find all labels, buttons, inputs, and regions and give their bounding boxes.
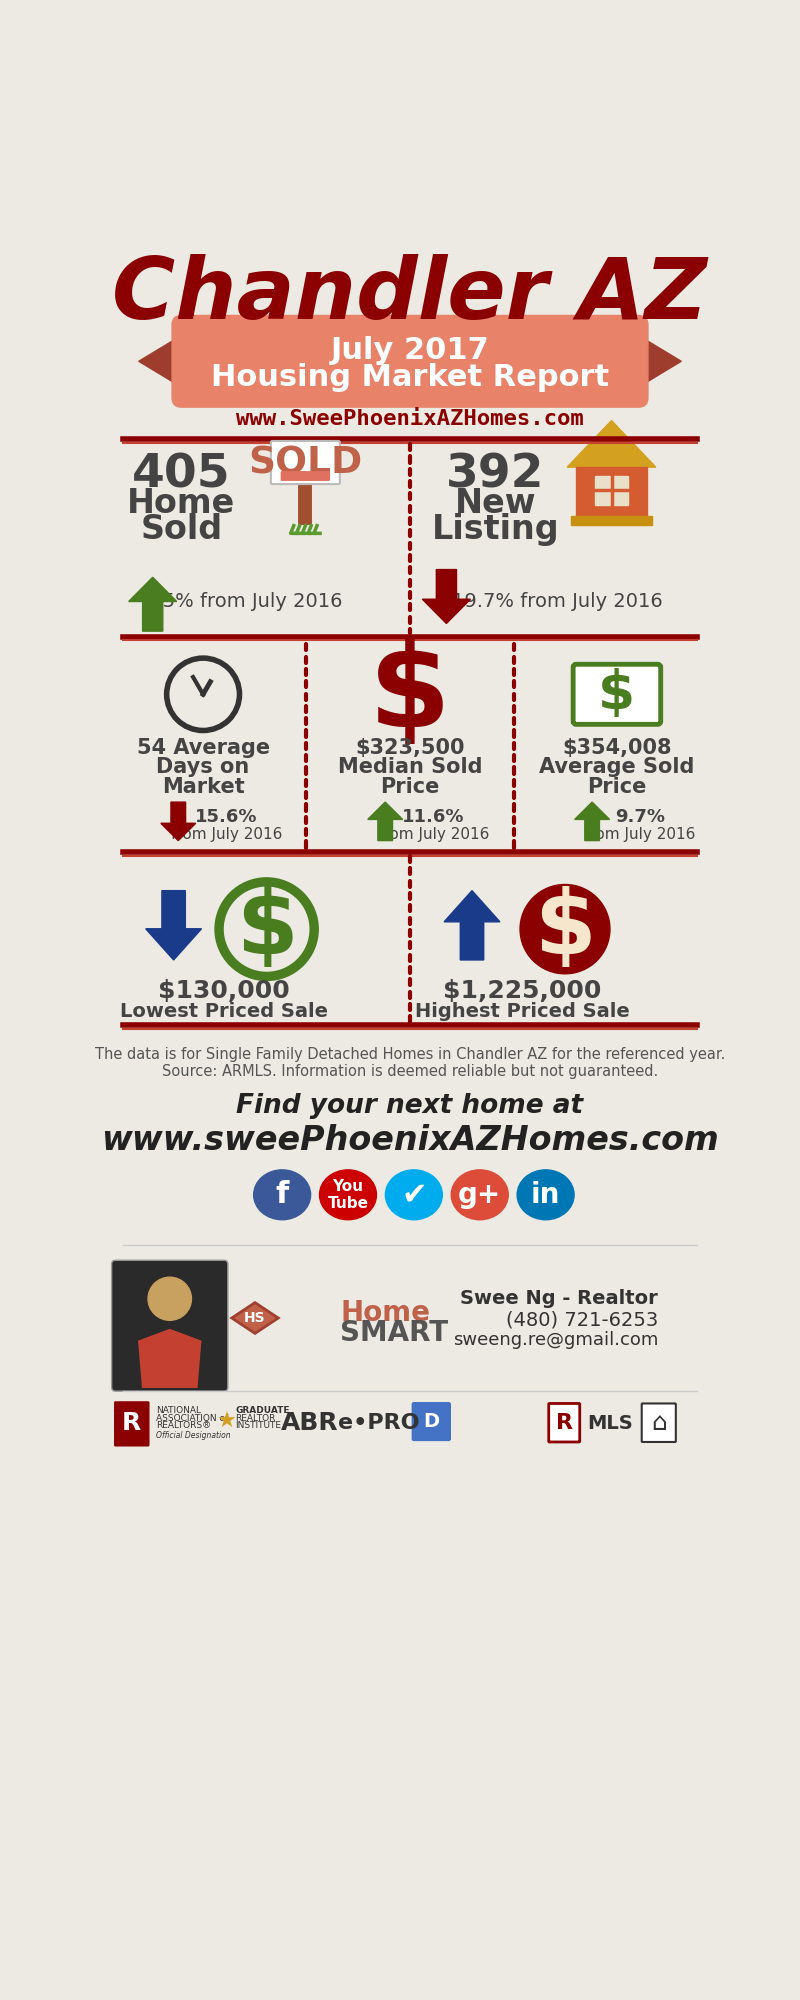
Text: REALTORS®: REALTORS®: [156, 1422, 211, 1430]
Polygon shape: [574, 802, 610, 840]
Text: $130,000: $130,000: [158, 978, 290, 1002]
Text: New: New: [454, 486, 536, 520]
Text: Official Designation: Official Designation: [156, 1430, 230, 1440]
Circle shape: [148, 1278, 191, 1320]
Circle shape: [520, 884, 610, 974]
FancyBboxPatch shape: [573, 664, 661, 724]
Text: ⌂: ⌂: [651, 1410, 666, 1434]
Text: Sold: Sold: [140, 514, 222, 546]
Text: 54 Average: 54 Average: [137, 738, 270, 758]
Text: $354,008: $354,008: [562, 738, 672, 758]
Polygon shape: [129, 578, 177, 632]
Ellipse shape: [319, 1170, 377, 1220]
Text: from July 2016: from July 2016: [585, 826, 696, 842]
Polygon shape: [161, 802, 196, 840]
Ellipse shape: [254, 1170, 310, 1220]
Polygon shape: [146, 890, 202, 960]
FancyBboxPatch shape: [112, 1260, 228, 1392]
Text: Median Sold: Median Sold: [338, 758, 482, 778]
Text: Highest Priced Sale: Highest Priced Sale: [415, 1002, 630, 1022]
Text: You
Tube: You Tube: [327, 1178, 369, 1212]
Text: R: R: [556, 1412, 573, 1432]
Polygon shape: [138, 330, 189, 392]
Text: Find your next home at: Find your next home at: [237, 1094, 583, 1120]
Text: g+: g+: [458, 1180, 502, 1208]
Text: 15.6%: 15.6%: [195, 808, 258, 826]
Text: 1.5% from July 2016: 1.5% from July 2016: [144, 592, 342, 612]
Text: D: D: [423, 1412, 439, 1432]
Text: Chandler AZ: Chandler AZ: [112, 254, 708, 336]
Text: e•PRO: e•PRO: [338, 1414, 420, 1434]
Text: $: $: [369, 636, 451, 752]
Text: ABR: ABR: [281, 1412, 338, 1436]
Text: f: f: [275, 1180, 289, 1210]
Text: $323,500: $323,500: [355, 738, 465, 758]
Text: Home: Home: [340, 1298, 430, 1326]
Polygon shape: [232, 1302, 278, 1334]
Text: Source: ARMLS. Information is deemed reliable but not guaranteed.: Source: ARMLS. Information is deemed rel…: [162, 1064, 658, 1080]
FancyBboxPatch shape: [282, 472, 330, 480]
FancyBboxPatch shape: [114, 1402, 149, 1446]
Text: 9.7%: 9.7%: [615, 808, 665, 826]
Text: Home: Home: [127, 486, 235, 520]
Text: July 2017: July 2017: [330, 336, 490, 364]
Text: Price: Price: [380, 776, 440, 796]
Text: $: $: [236, 886, 298, 972]
Text: SMART: SMART: [340, 1320, 448, 1348]
Text: Average Sold: Average Sold: [539, 758, 694, 778]
Polygon shape: [567, 420, 656, 468]
Polygon shape: [576, 468, 647, 518]
Ellipse shape: [517, 1170, 574, 1220]
Text: The data is for Single Family Detached Homes in Chandler AZ for the referenced y: The data is for Single Family Detached H…: [95, 1048, 725, 1062]
Polygon shape: [570, 516, 653, 524]
Text: Lowest Priced Sale: Lowest Priced Sale: [120, 1002, 328, 1022]
Text: 19.7% from July 2016: 19.7% from July 2016: [452, 592, 662, 612]
Text: R: R: [122, 1412, 142, 1436]
Circle shape: [222, 884, 311, 974]
Circle shape: [218, 880, 315, 978]
FancyBboxPatch shape: [172, 316, 648, 408]
Text: $1,225,000: $1,225,000: [443, 978, 602, 1002]
Polygon shape: [595, 476, 628, 506]
Text: Price: Price: [587, 776, 646, 796]
Text: Swee Ng - Realtor: Swee Ng - Realtor: [460, 1290, 658, 1308]
Ellipse shape: [451, 1170, 508, 1220]
Text: MLS: MLS: [587, 1414, 633, 1432]
Text: from July 2016: from July 2016: [378, 826, 489, 842]
Text: Days on: Days on: [157, 758, 250, 778]
Text: REALTOR: REALTOR: [236, 1414, 276, 1422]
FancyBboxPatch shape: [549, 1404, 580, 1442]
Polygon shape: [444, 890, 500, 960]
Text: $: $: [534, 886, 596, 972]
Polygon shape: [631, 330, 682, 392]
Text: NATIONAL: NATIONAL: [156, 1406, 201, 1414]
Text: $: $: [598, 668, 635, 720]
Text: 11.6%: 11.6%: [402, 808, 465, 826]
Text: ✔: ✔: [401, 1180, 426, 1210]
Text: from July 2016: from July 2016: [170, 826, 282, 842]
Text: Market: Market: [162, 776, 245, 796]
Text: ★: ★: [216, 1412, 236, 1432]
Text: HS: HS: [244, 1312, 266, 1324]
Text: sweeng.re@gmail.com: sweeng.re@gmail.com: [453, 1330, 658, 1348]
Text: 392: 392: [446, 452, 545, 498]
FancyBboxPatch shape: [271, 440, 340, 484]
FancyBboxPatch shape: [412, 1402, 450, 1440]
Text: www.SweePhoenixAZHomes.com: www.SweePhoenixAZHomes.com: [236, 408, 584, 428]
Text: ASSOCIATION of: ASSOCIATION of: [156, 1414, 228, 1422]
Text: INSTITUTE: INSTITUTE: [236, 1422, 282, 1430]
Polygon shape: [422, 570, 470, 624]
Text: in: in: [531, 1180, 560, 1208]
Text: SOLD: SOLD: [248, 446, 362, 482]
Text: (480) 721-6253: (480) 721-6253: [506, 1310, 658, 1330]
Text: GRADUATE: GRADUATE: [236, 1406, 290, 1414]
Text: www.sweePhoenixAZHomes.com: www.sweePhoenixAZHomes.com: [101, 1124, 719, 1158]
Ellipse shape: [386, 1170, 442, 1220]
Text: Listing: Listing: [431, 514, 559, 546]
Polygon shape: [368, 802, 402, 840]
FancyBboxPatch shape: [642, 1404, 676, 1442]
Polygon shape: [138, 1330, 201, 1388]
Text: 405: 405: [132, 452, 230, 498]
Text: Housing Market Report: Housing Market Report: [211, 362, 609, 392]
